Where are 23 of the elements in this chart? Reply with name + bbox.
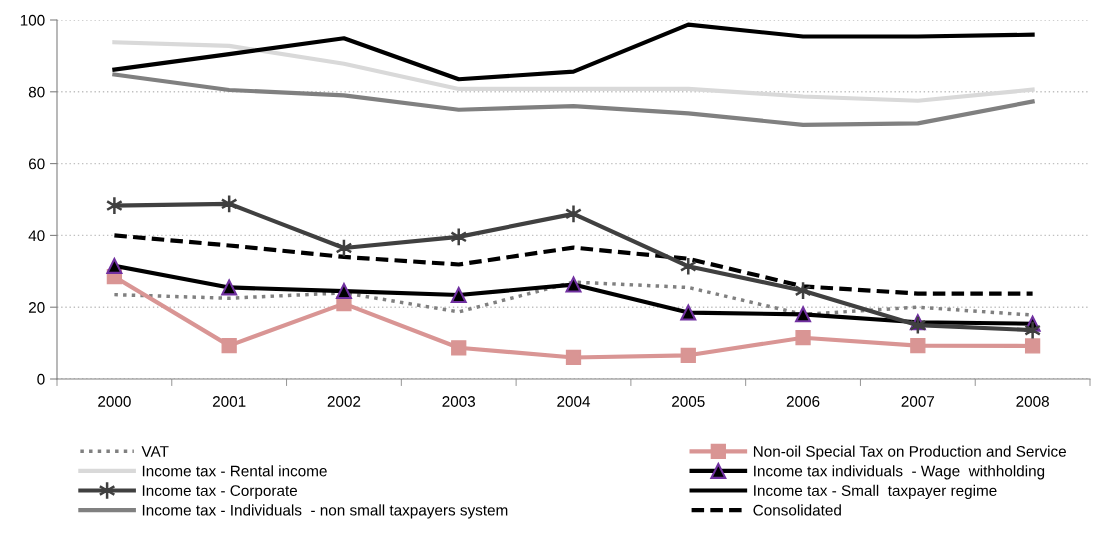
y-tick-label: 80 [28,86,45,98]
legend-label: Income tax - Rental income [142,465,327,477]
legend-label: Income tax - Individuals - non small taxpayers system [142,504,508,519]
legend-label: Income tax - Corporate [142,485,298,500]
x-tick-label: 2006 [786,396,820,407]
x-tick-label: 2003 [442,396,476,407]
legend-label: Income tax - Small taxpayer regime [754,484,997,500]
x-tick-label: 2000 [98,396,131,407]
x-tick-label: 2002 [327,396,361,407]
x-tick-label: 2008 [1016,396,1049,407]
legend-label: VAT [141,446,169,457]
y-tick-label: 60 [28,158,45,170]
legend-label: Consolidated [753,504,841,516]
x-tick-label: 2007 [901,396,935,407]
legend-label: Non-oil Special Tax on Production and Service [753,445,1066,460]
x-tick-label: 2005 [672,396,705,407]
x-tick-label: 2001 [212,396,246,407]
y-tick-label: 0 [37,373,45,385]
y-tick-label: 40 [28,230,45,242]
x-tick-label: 2004 [557,396,591,407]
y-tick-label: 100 [20,14,45,26]
legend-label: Income tax individuals - Wage withholding [754,465,1045,480]
y-tick-label: 20 [28,302,45,313]
